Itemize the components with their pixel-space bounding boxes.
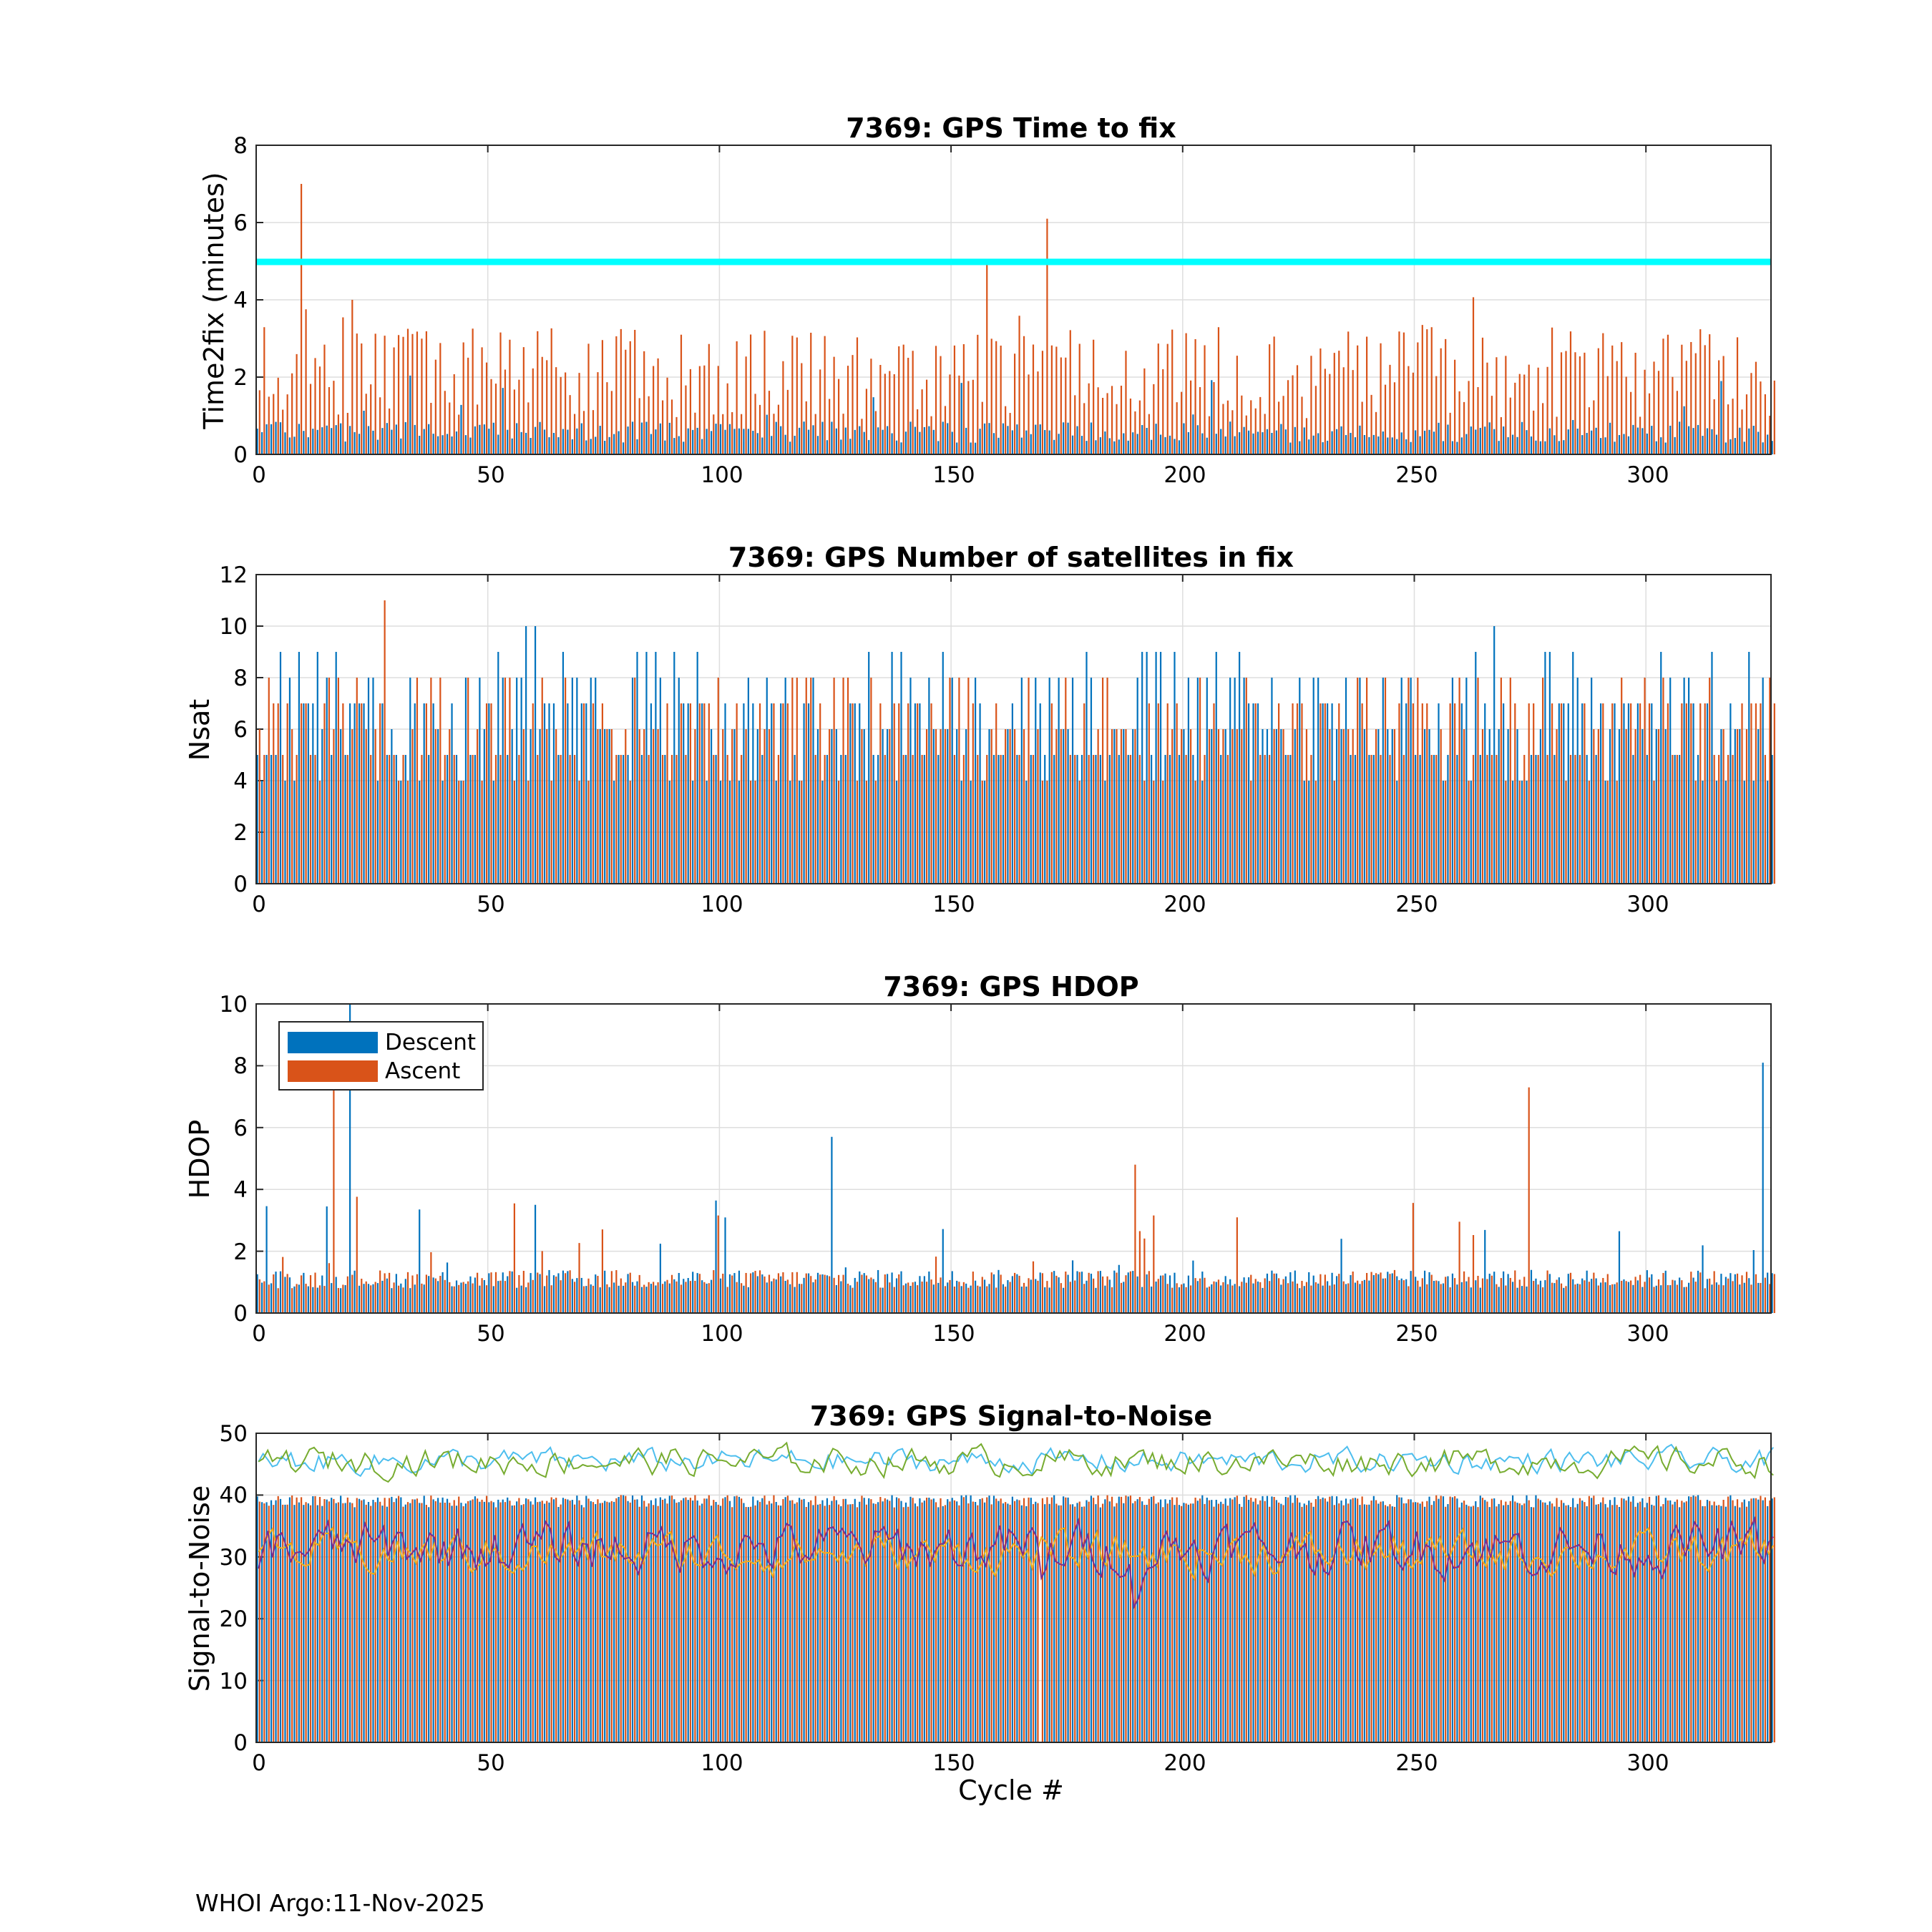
y-tick-label: 6 [233,1116,248,1141]
x-tick-label: 0 [252,1321,266,1347]
x-tick-label: 300 [1626,462,1669,488]
y-tick-label: 8 [233,133,248,159]
bars-ascent [258,600,1775,884]
x-tick-label: 100 [701,1321,743,1347]
panel-time-to-fix: 7369: GPS Time to fix Time2fix (minutes)… [198,112,1775,488]
x-tick-label: 50 [477,462,504,488]
x-tick-label: 250 [1395,892,1438,917]
chart-title: 7369: GPS Signal-to-Noise [810,1400,1212,1432]
y-axis-label: Nsat [184,699,215,761]
x-axis-label: Cycle # [958,1775,1064,1806]
y-ticks: 0 2 4 6 8 10 [220,992,248,1327]
x-tick-label: 300 [1626,1321,1669,1347]
x-tick-label: 100 [701,892,743,917]
y-tick-label: 30 [220,1545,248,1571]
legend-label-descent: Descent [385,1030,476,1055]
panel-hdop: 7369: GPS HDOP HDOP Descent Ascent 0 50 … [184,971,1775,1347]
x-tick-label: 150 [932,892,975,917]
x-ticks: 0 50 100 150 200 250 300 [252,1750,1669,1776]
chart-title: 7369: GPS Time to fix [846,112,1176,144]
footer-stamp: WHOI Argo:11-Nov-2025 [195,1889,485,1917]
y-tick-label: 4 [233,1177,248,1203]
x-tick-label: 200 [1163,892,1206,917]
y-axis-label: Time2fix (minutes) [198,172,230,429]
y-tick-label: 10 [220,614,248,640]
legend-label-ascent: Ascent [385,1058,460,1084]
chart-title: 7369: GPS HDOP [883,971,1138,1002]
chart-title: 7369: GPS Number of satellites in fix [728,542,1294,573]
bars-descent [256,1495,1773,1742]
y-tick-label: 0 [233,872,248,897]
y-tick-label: 10 [220,992,248,1018]
legend: Descent Ascent [278,1021,484,1091]
x-tick-label: 200 [1163,462,1206,488]
x-tick-label: 200 [1163,1750,1206,1776]
y-tick-label: 2 [233,820,248,846]
x-tick-label: 50 [477,1750,504,1776]
x-tick-label: 100 [701,1750,743,1776]
y-tick-label: 0 [233,1730,248,1756]
y-tick-label: 0 [233,1301,248,1327]
y-tick-label: 50 [220,1421,248,1447]
y-tick-label: 8 [233,1053,248,1079]
y-tick-label: 2 [233,365,248,391]
x-tick-label: 150 [932,1750,975,1776]
panel-snr: 7369: GPS Signal-to-Noise Signal-to-Nois… [184,1400,1775,1806]
legend-swatch-ascent [288,1060,378,1082]
x-tick-label: 250 [1395,462,1438,488]
bars-descent [256,626,1773,884]
x-tick-label: 250 [1395,1321,1438,1347]
x-tick-label: 50 [477,892,504,917]
y-tick-label: 4 [233,769,248,794]
plot-frame [255,1003,1772,1314]
x-tick-label: 100 [701,462,743,488]
x-tick-label: 300 [1626,1750,1669,1776]
x-ticks: 0 50 100 150 200 250 300 [252,462,1669,488]
x-ticks: 0 50 100 150 200 250 300 [252,1321,1669,1347]
bars-ascent [258,1087,1775,1313]
panel-nsat: 7369: GPS Number of satellites in fix Ns… [184,542,1775,917]
x-tick-label: 0 [252,1750,266,1776]
y-tick-label: 10 [220,1669,248,1694]
plot-frame [255,145,1772,455]
y-ticks: 0 2 4 6 8 10 12 [220,562,248,897]
x-tick-label: 150 [932,1321,975,1347]
bars-ascent [258,184,1775,454]
x-tick-label: 50 [477,1321,504,1347]
y-axis-label: HDOP [184,1120,215,1199]
legend-swatch-descent [288,1032,378,1053]
y-tick-label: 12 [220,562,248,588]
plot-frame [255,1433,1772,1743]
x-tick-label: 0 [252,892,266,917]
plot-frame [255,574,1772,884]
x-ticks: 0 50 100 150 200 250 300 [252,892,1669,917]
y-tick-label: 20 [220,1606,248,1632]
x-tick-label: 0 [252,462,266,488]
y-tick-label: 4 [233,288,248,313]
y-tick-label: 0 [233,442,248,468]
y-ticks: 0 10 20 30 40 50 [220,1421,248,1756]
x-tick-label: 200 [1163,1321,1206,1347]
x-tick-label: 150 [932,462,975,488]
y-ticks: 0 2 4 6 8 [233,133,248,468]
y-axis-label: Signal-to-Noise [184,1485,215,1692]
y-tick-label: 2 [233,1239,248,1265]
snr-line-2 [258,1441,1774,1483]
y-tick-label: 40 [220,1483,248,1508]
y-tick-label: 6 [233,717,248,743]
snr-line-3 [258,1526,1775,1581]
snr-lines [258,1441,1775,1610]
y-tick-label: 8 [233,665,248,691]
snr-line-4 [258,1516,1774,1610]
y-tick-label: 6 [233,210,248,236]
snr-line-1 [258,1443,1774,1478]
bars-descent [256,1004,1773,1313]
x-tick-label: 250 [1395,1750,1438,1776]
bars-descent [256,375,1773,454]
x-tick-label: 300 [1626,892,1669,917]
